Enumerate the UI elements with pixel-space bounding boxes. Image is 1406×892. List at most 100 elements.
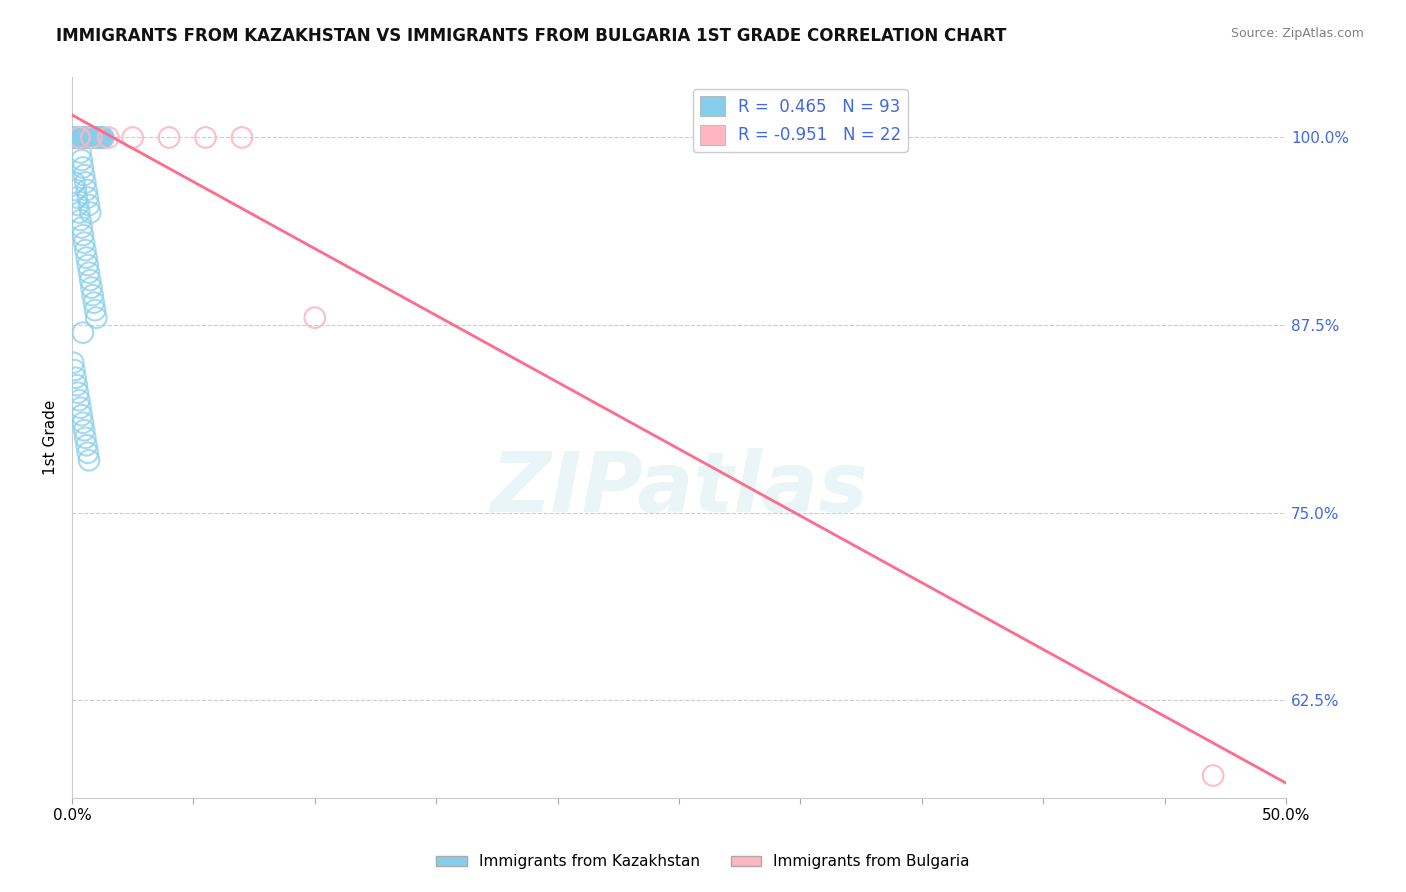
Point: [75, 243, 97, 257]
Point: [72, 416, 94, 430]
Point: [66, 190, 89, 204]
Point: [76, 446, 98, 460]
Point: [157, 130, 180, 145]
Legend: Immigrants from Kazakhstan, Immigrants from Bulgaria: Immigrants from Kazakhstan, Immigrants f…: [430, 848, 976, 875]
Point: [76, 183, 98, 197]
Legend: R =  0.465   N = 93, R = -0.951   N = 22: R = 0.465 N = 93, R = -0.951 N = 22: [693, 89, 908, 152]
Point: [82, 130, 104, 145]
Point: [82, 288, 104, 302]
Point: [80, 130, 103, 145]
Point: [73, 168, 96, 182]
Point: [84, 310, 107, 325]
Point: [70, 220, 93, 235]
Point: [93, 130, 115, 145]
Text: IMMIGRANTS FROM KAZAKHSTAN VS IMMIGRANTS FROM BULGARIA 1ST GRADE CORRELATION CHA: IMMIGRANTS FROM KAZAKHSTAN VS IMMIGRANTS…: [56, 27, 1007, 45]
Point: [63, 130, 86, 145]
Point: [79, 130, 101, 145]
Point: [84, 130, 107, 145]
Point: [231, 130, 253, 145]
Point: [63, 176, 86, 190]
Point: [67, 130, 90, 145]
Point: [67, 130, 90, 145]
Point: [70, 153, 93, 167]
Point: [70, 409, 93, 423]
Point: [69, 130, 91, 145]
Point: [63, 130, 86, 145]
Point: [70, 130, 93, 145]
Point: [73, 130, 96, 145]
Point: [65, 370, 87, 384]
Point: [77, 198, 100, 212]
Point: [76, 190, 98, 204]
Y-axis label: 1st Grade: 1st Grade: [44, 401, 58, 475]
Point: [84, 130, 107, 145]
Point: [66, 130, 89, 145]
Point: [73, 130, 96, 145]
Point: [67, 198, 90, 212]
Point: [304, 310, 326, 325]
Point: [70, 130, 93, 145]
Point: [194, 130, 217, 145]
Point: [79, 205, 101, 219]
Point: [76, 438, 98, 452]
Point: [80, 280, 103, 294]
Point: [72, 161, 94, 175]
Point: [83, 295, 105, 310]
Point: [76, 258, 98, 272]
Point: [76, 130, 98, 145]
Point: [79, 130, 101, 145]
Point: [75, 431, 97, 445]
Point: [77, 130, 100, 145]
Point: [73, 423, 96, 437]
Point: [76, 130, 98, 145]
Text: ZIPatlas: ZIPatlas: [491, 448, 868, 529]
Point: [62, 356, 84, 370]
Point: [67, 205, 90, 219]
Point: [73, 130, 96, 145]
Point: [84, 303, 107, 318]
Point: [79, 273, 101, 287]
Point: [97, 130, 120, 145]
Point: [67, 130, 90, 145]
Point: [65, 183, 87, 197]
Point: [69, 145, 91, 160]
Point: [77, 266, 100, 280]
Point: [75, 176, 97, 190]
Point: [72, 130, 94, 145]
Point: [73, 235, 96, 250]
Point: [83, 130, 105, 145]
Text: Source: ZipAtlas.com: Source: ZipAtlas.com: [1230, 27, 1364, 40]
Point: [86, 130, 108, 145]
Point: [89, 130, 111, 145]
Point: [80, 130, 103, 145]
Point: [65, 130, 87, 145]
Point: [62, 130, 84, 145]
Point: [67, 393, 90, 408]
Point: [75, 130, 97, 145]
Point: [65, 130, 87, 145]
Point: [72, 228, 94, 243]
Point: [76, 130, 98, 145]
Point: [77, 130, 100, 145]
Point: [75, 130, 97, 145]
Point: [90, 130, 112, 145]
Point: [70, 130, 93, 145]
Point: [87, 130, 110, 145]
Point: [63, 363, 86, 377]
Point: [66, 130, 89, 145]
Point: [66, 378, 89, 392]
Point: [80, 130, 103, 145]
Point: [72, 326, 94, 340]
Point: [82, 130, 104, 145]
Point: [121, 130, 143, 145]
Point: [69, 130, 91, 145]
Point: [84, 130, 107, 145]
Point: [87, 130, 110, 145]
Point: [80, 130, 103, 145]
Point: [89, 130, 111, 145]
Point: [69, 401, 91, 415]
Point: [83, 130, 105, 145]
Point: [77, 453, 100, 467]
Point: [1202, 768, 1225, 782]
Point: [67, 385, 90, 400]
